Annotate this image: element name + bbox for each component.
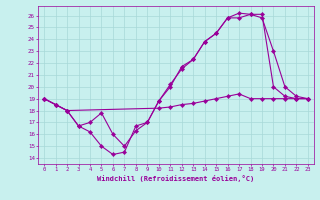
X-axis label: Windchill (Refroidissement éolien,°C): Windchill (Refroidissement éolien,°C) (97, 175, 255, 182)
